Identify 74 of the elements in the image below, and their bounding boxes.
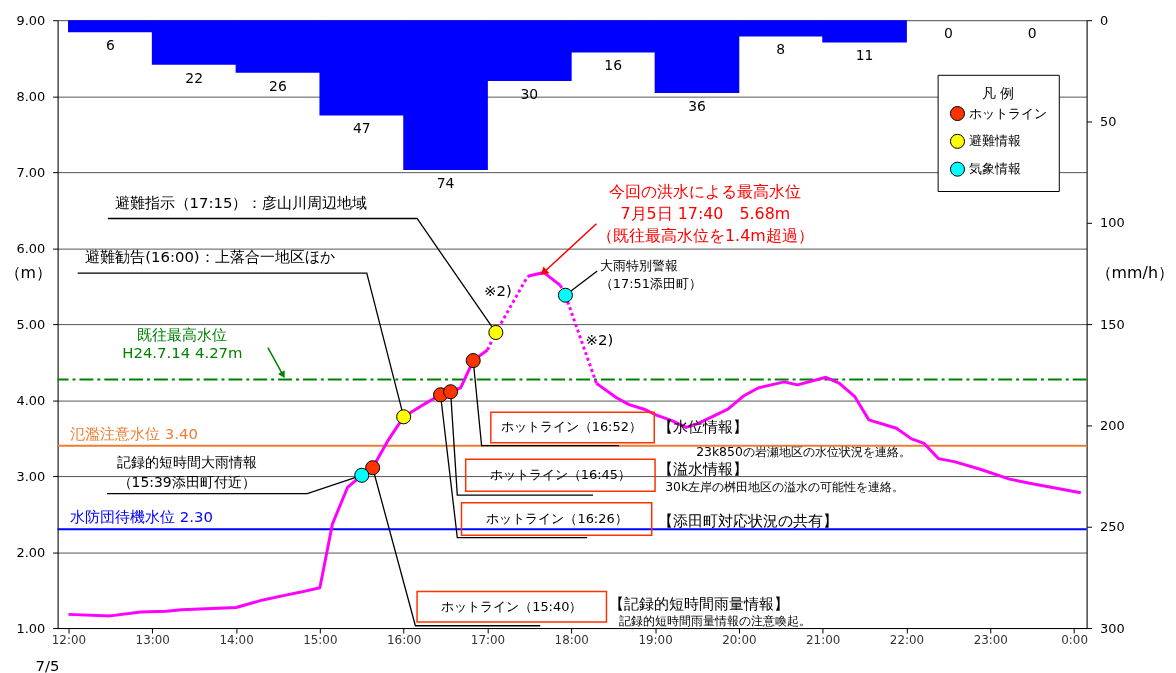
- text: 7/5: [35, 657, 60, 673]
- annotation: 今回の洪水による最高水位7月5日 17:40 5.68m（既往最高水位を1.4m超過）: [597, 181, 814, 245]
- point: [365, 460, 381, 476]
- y2-tick-label: 200: [1100, 417, 1125, 433]
- y2-tick-label: 50: [1100, 113, 1117, 129]
- point: [354, 467, 370, 483]
- y-tick-label: 3.00: [16, 468, 46, 484]
- legend-label: 避難情報: [969, 133, 1022, 149]
- y2-tick-label: 0: [1100, 12, 1109, 28]
- annotation: 避難指示（17:15）：彦山川周辺地域: [114, 193, 368, 212]
- annotation: 避難勧告(16:00)：上落合一地区ほか: [85, 248, 335, 267]
- legend-title: 凡 例: [982, 84, 1015, 101]
- x-tick-label: 0:00: [1061, 633, 1088, 648]
- x-tick-label: 16:00: [387, 633, 422, 648]
- annotation: ホットライン（15:40）: [441, 598, 583, 614]
- x-tick-label: 20:00: [722, 633, 757, 648]
- data-label: 0: [1027, 25, 1037, 42]
- y-axis-title: （m）: [4, 262, 53, 282]
- annotation: 【溢水情報】: [657, 460, 748, 479]
- x-tick-label: 19:00: [638, 633, 673, 648]
- ref-line-label: 水防団待機水位 2.30: [70, 508, 213, 527]
- data-label: 26: [269, 77, 287, 94]
- annotation: ホットライン（16:52）: [500, 419, 642, 435]
- point: [488, 324, 504, 340]
- data-label: 74: [436, 175, 455, 191]
- data-label: 16: [604, 57, 623, 74]
- y-tick-label: 1.00: [16, 620, 46, 636]
- x-tick-label: 21:00: [806, 633, 841, 648]
- x-tick-label: 14:00: [219, 633, 254, 648]
- y-tick-label: 5.00: [16, 316, 46, 332]
- y-tick-label: 2.00: [16, 544, 46, 560]
- y-tick-label: 7.00: [16, 164, 46, 180]
- annotation: ※2): [484, 281, 512, 300]
- x-tick-label: 13:00: [135, 633, 170, 648]
- y2-axis-title: （mm/h）: [1095, 262, 1174, 282]
- data-label: 47: [352, 120, 371, 137]
- legend-label: 気象情報: [969, 161, 1022, 177]
- y2-tick-label: 300: [1100, 620, 1125, 636]
- annotation: 記録的短時間大雨情報（15:39添田町付近）: [116, 454, 257, 490]
- data-label: 36: [688, 98, 706, 114]
- y-tick-label: 4.00: [16, 392, 46, 408]
- annotation: 30k左岸の桝田地区の溢水の可能性を連絡。: [665, 478, 905, 494]
- x-tick-label: 17:00: [470, 633, 506, 648]
- y2-tick-label: 150: [1100, 316, 1125, 332]
- ref-line-label: 既往最高水位 H24.7.14 4.27m: [122, 326, 243, 363]
- ref-line-label: 氾濫注意水位 3.40: [70, 424, 198, 443]
- annotation: 23k850の岩瀬地区の水位状況を連絡。: [696, 444, 911, 460]
- y2-tick-label: 250: [1100, 519, 1125, 535]
- annotation: 大雨特別警報（17:51添田町）: [599, 257, 702, 292]
- y-tick-label: 9.00: [16, 12, 46, 28]
- data-label: 30: [520, 85, 539, 102]
- y-tick-label: 8.00: [16, 88, 46, 104]
- annotation: 【記録的短時間雨量情報】: [608, 595, 789, 614]
- annotation: ※2): [585, 331, 614, 350]
- x-tick-label: 18:00: [554, 633, 589, 648]
- point: [557, 287, 573, 303]
- annotation: 記録的短時間雨量情報の注意喚起。: [619, 613, 812, 629]
- annotation: 【添田町対応状況の共有】: [657, 511, 838, 530]
- y2-tick-label: 100: [1100, 215, 1125, 231]
- annotation: ホットライン（16:26）: [486, 510, 628, 526]
- x-tick-label: 12:00: [51, 633, 87, 648]
- legend-label: ホットライン: [969, 105, 1048, 121]
- data-label: 8: [776, 41, 786, 58]
- data-label: 11: [855, 47, 874, 64]
- point: [396, 409, 412, 425]
- x-tick-label: 22:00: [889, 633, 925, 648]
- y-tick-label: 6.00: [16, 240, 46, 256]
- x-tick-label: 15:00: [303, 633, 338, 648]
- data-label: 0: [943, 25, 953, 42]
- x-tick-label: 23:00: [973, 633, 1008, 648]
- data-label: 6: [105, 37, 115, 54]
- point: [443, 384, 459, 400]
- point: [465, 353, 481, 369]
- data-label: 22: [185, 69, 203, 86]
